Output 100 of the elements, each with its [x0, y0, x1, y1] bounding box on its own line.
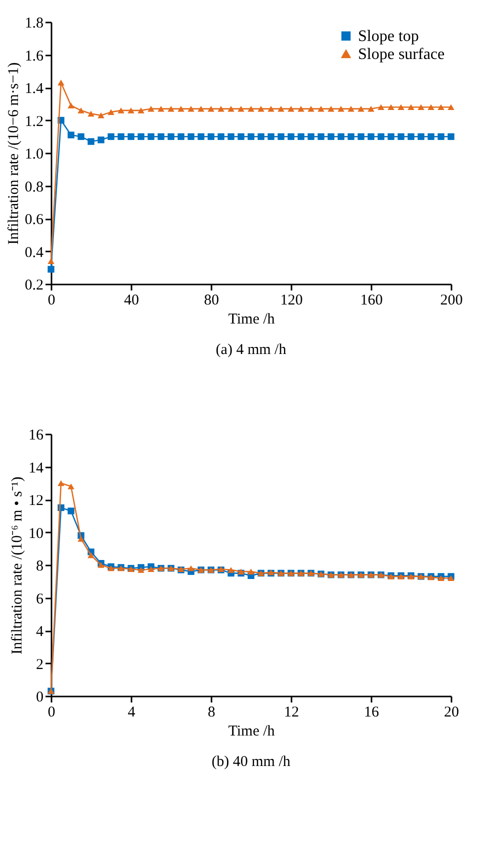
point	[68, 102, 74, 108]
point	[218, 106, 224, 112]
x-tick-label: 8	[208, 704, 216, 720]
point	[218, 133, 224, 140]
legend-label: Slope surface	[358, 46, 445, 63]
y-tick-label: 0.4	[24, 244, 44, 261]
point	[188, 565, 194, 572]
y-tick-label: 6	[36, 591, 44, 608]
point	[158, 133, 164, 140]
point	[138, 567, 144, 573]
point	[148, 106, 154, 112]
y-tick-label: 0.6	[24, 212, 44, 228]
point	[68, 132, 74, 138]
point	[308, 106, 314, 112]
point	[68, 483, 74, 490]
y-axis-title: Infiltration rate /(10⁻⁶ m • s⁻¹)	[10, 476, 26, 654]
point	[378, 104, 384, 110]
point	[158, 106, 164, 112]
y-tick-label: 1.0	[24, 146, 44, 162]
point	[168, 106, 174, 112]
point	[448, 133, 454, 140]
y-tick-label: 0.2	[24, 278, 44, 294]
point	[298, 106, 304, 112]
text: (a) 4 mm /h	[216, 342, 287, 358]
point	[88, 138, 94, 145]
x-tick-label: 16	[364, 704, 380, 720]
point	[78, 536, 84, 542]
y-tick-label: 8	[36, 558, 44, 574]
point	[248, 106, 254, 112]
point	[238, 133, 244, 140]
point	[48, 266, 54, 273]
point	[58, 80, 64, 86]
point	[118, 108, 124, 114]
point	[398, 133, 404, 140]
point	[188, 133, 194, 140]
point	[398, 104, 404, 110]
point	[268, 106, 274, 112]
x-tick-label: 4	[128, 704, 136, 720]
point	[98, 136, 104, 144]
text: (b) 40 mm /h	[212, 754, 291, 770]
y-axis-title: Infiltration rate /(10−6 m·s−1)	[6, 62, 22, 245]
point	[198, 133, 204, 140]
point	[228, 106, 234, 112]
point	[78, 133, 84, 140]
point	[328, 133, 334, 140]
point	[318, 133, 324, 140]
y-tick-label: 1.2	[24, 114, 44, 130]
point	[238, 568, 244, 574]
x-axis-title: Time /h	[228, 312, 276, 328]
point	[208, 133, 214, 140]
point	[68, 508, 74, 514]
x-tick-label: 12	[284, 704, 299, 720]
point	[278, 106, 284, 112]
point	[78, 108, 84, 114]
x-tick-label: 40	[124, 292, 139, 308]
point	[428, 133, 434, 140]
point	[118, 133, 124, 140]
y-tick-label: 1.4	[24, 81, 44, 97]
y-tick-label: 0.8	[24, 179, 44, 196]
point	[208, 106, 214, 112]
point	[48, 258, 54, 264]
point	[448, 104, 454, 110]
point	[88, 552, 94, 558]
point	[388, 133, 394, 140]
point	[228, 133, 234, 140]
legend-label: Slope top	[358, 28, 419, 45]
point	[268, 133, 274, 140]
point	[58, 480, 64, 486]
x-tick-label: 80	[204, 292, 219, 308]
point	[258, 133, 264, 140]
point	[438, 104, 444, 110]
point	[408, 104, 414, 110]
x-tick-label: 200	[440, 292, 463, 308]
point	[178, 106, 184, 112]
point	[198, 106, 204, 112]
point	[288, 106, 294, 112]
point	[288, 133, 294, 140]
y-tick-label: 16	[28, 428, 44, 444]
point	[338, 133, 344, 140]
point	[108, 133, 114, 140]
point	[178, 133, 184, 140]
x-tick-label: 0	[48, 292, 56, 308]
point	[258, 106, 264, 112]
point	[228, 567, 234, 573]
point	[368, 106, 374, 112]
x-axis-title: Time /h	[228, 724, 276, 740]
point	[378, 133, 384, 140]
point	[318, 106, 324, 112]
point	[408, 133, 414, 140]
point	[128, 108, 134, 114]
point	[298, 133, 304, 140]
point	[128, 133, 134, 140]
point	[138, 133, 144, 140]
point	[138, 108, 144, 114]
point	[188, 106, 194, 112]
point	[418, 133, 424, 140]
point	[418, 104, 424, 110]
point	[358, 106, 364, 112]
point	[88, 110, 94, 117]
y-tick-label: 0	[36, 690, 44, 706]
